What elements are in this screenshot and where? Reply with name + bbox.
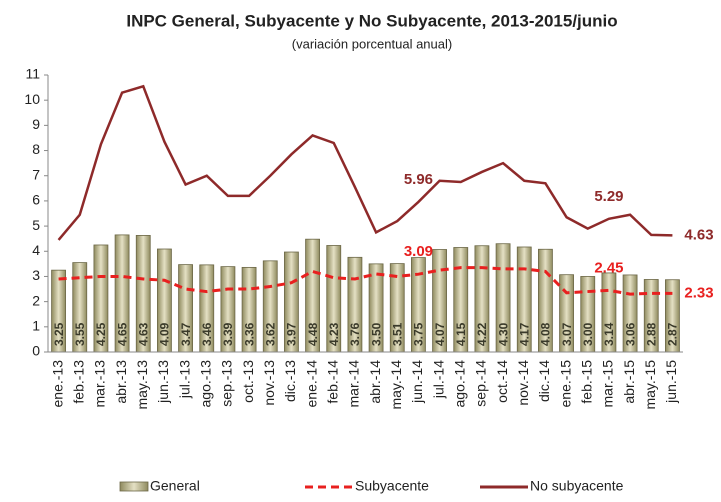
legend-label: General: [150, 478, 200, 494]
y-tick-label: 5: [32, 217, 40, 233]
chart-subtitle: (variación porcentual anual): [292, 36, 452, 51]
bar-value-label: 3.97: [285, 322, 299, 346]
x-tick-label: ene.-14: [303, 360, 319, 408]
y-tick-label: 4: [32, 242, 40, 258]
x-tick-label: jun.-14: [409, 360, 425, 404]
line-series: [57, 84, 673, 241]
bar-value-label: 4.17: [517, 322, 531, 346]
y-tick-label: 8: [32, 141, 40, 157]
y-tick-label: 11: [25, 66, 40, 82]
x-tick-label: oct.-13: [240, 360, 256, 403]
bar-value-label: 3.36: [242, 322, 256, 346]
x-tick-label: jun.-13: [155, 360, 171, 404]
line-value-label: 2.45: [594, 259, 623, 276]
x-tick-label: feb.-13: [70, 360, 86, 404]
bar-value-label: 4.65: [115, 322, 129, 346]
x-tick-label: abr.-13: [113, 360, 129, 404]
bar-value-label: 4.30: [496, 322, 510, 346]
legend-swatch: [119, 481, 149, 492]
x-tick-label: may.-14: [388, 360, 404, 410]
legend-label: No subyacente: [530, 478, 624, 494]
bar-value-label: 3.07: [560, 322, 574, 346]
bar-value-label: 3.55: [73, 322, 87, 346]
bar-value-label: 3.50: [369, 322, 383, 346]
x-tick-label: ene.-15: [557, 360, 573, 408]
bar-value-label: 4.08: [539, 322, 553, 346]
x-tick-label: sep.-14: [473, 360, 489, 407]
x-tick-label: ene.-13: [49, 360, 65, 408]
chart-title: INPC General, Subyacente y No Subyacente…: [126, 11, 617, 30]
line-value-label: 5.29: [594, 188, 623, 205]
x-tick-label: jul.-14: [430, 360, 446, 399]
bar-value-label: 3.14: [602, 322, 616, 346]
x-tick-label: dic.-13: [282, 360, 298, 402]
bar-value-label: 3.75: [412, 322, 426, 346]
y-tick-label: 0: [32, 343, 40, 359]
bar-value-label: 4.15: [454, 322, 468, 346]
bar-value-label: 3.46: [200, 322, 214, 346]
x-tick-label: mar.-13: [92, 360, 108, 408]
bar-value-label: 2.87: [666, 322, 680, 346]
line-value-label: 5.96: [404, 171, 433, 188]
line-value-label: 4.63: [684, 226, 713, 243]
bar-value-label: 3.06: [623, 322, 637, 346]
bar-value-label: 3.39: [221, 322, 235, 346]
x-tick-label: may.-15: [642, 360, 658, 410]
y-tick-label: 3: [32, 267, 40, 283]
line-value-label: 2.33: [684, 284, 713, 301]
bar-value-label: 2.88: [644, 322, 658, 346]
x-tick-label: oct.-14: [494, 360, 510, 403]
bar-value-label: 3.00: [581, 322, 595, 346]
bar-value-label: 4.25: [94, 322, 108, 346]
bar-value-label: 4.63: [136, 322, 150, 346]
x-tick-label: sep.-13: [219, 360, 235, 407]
bar-value-label: 3.76: [348, 322, 362, 346]
x-tick-label: ago.-14: [451, 360, 467, 408]
x-tick-label: jul.-13: [176, 360, 192, 399]
x-tick-label: jun.-15: [663, 360, 679, 404]
x-tick-label: feb.-15: [578, 360, 594, 404]
y-tick-label: 1: [32, 318, 40, 334]
line-series: [58, 266, 673, 296]
bar-value-label: 3.62: [263, 322, 277, 346]
x-tick-label: ago.-13: [197, 360, 213, 408]
bar-value-label: 4.48: [306, 322, 320, 346]
x-tick-label: abr.-14: [367, 360, 383, 404]
x-tick-label: dic.-14: [536, 360, 552, 402]
x-tick-label: abr.-15: [621, 360, 637, 404]
x-tick-label: may.-13: [134, 360, 150, 410]
bar-value-label: 4.09: [158, 322, 172, 346]
x-tick-label: mar.-14: [346, 360, 362, 408]
bar-value-label: 3.51: [390, 322, 404, 346]
legend-label: Subyacente: [355, 478, 429, 494]
y-tick-label: 6: [32, 192, 40, 208]
bar-value-label: 4.22: [475, 322, 489, 346]
y-tick-label: 9: [32, 116, 40, 132]
bar-value-label: 3.25: [52, 322, 66, 346]
bar-value-label: 4.23: [327, 322, 341, 346]
x-tick-label: feb.-14: [324, 360, 340, 404]
line-value-label: 3.09: [404, 243, 433, 260]
y-tick-label: 7: [32, 166, 40, 182]
x-tick-label: mar.-15: [600, 360, 616, 408]
y-tick-label: 2: [32, 292, 40, 308]
x-tick-label: nov.-13: [261, 360, 277, 406]
y-tick-label: 10: [24, 91, 40, 107]
x-tick-label: nov.-14: [515, 360, 531, 406]
bar-value-label: 4.07: [433, 322, 447, 346]
bar-value-label: 3.47: [179, 322, 193, 346]
